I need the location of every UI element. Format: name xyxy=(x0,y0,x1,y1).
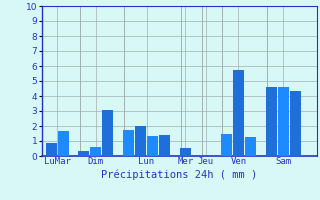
Bar xyxy=(245,137,256,156)
Bar xyxy=(221,134,232,156)
Bar xyxy=(58,130,69,156)
Bar xyxy=(135,126,146,156)
Bar xyxy=(290,91,301,156)
Bar xyxy=(102,110,114,156)
Bar xyxy=(277,87,289,156)
Bar xyxy=(233,70,244,156)
Bar xyxy=(159,135,170,156)
Bar xyxy=(90,147,101,156)
Bar xyxy=(180,148,191,156)
Bar xyxy=(147,136,158,156)
Bar xyxy=(123,130,134,156)
X-axis label: Précipitations 24h ( mm ): Précipitations 24h ( mm ) xyxy=(101,169,257,180)
Bar xyxy=(46,142,57,156)
Bar xyxy=(78,151,89,156)
Bar xyxy=(266,87,276,156)
